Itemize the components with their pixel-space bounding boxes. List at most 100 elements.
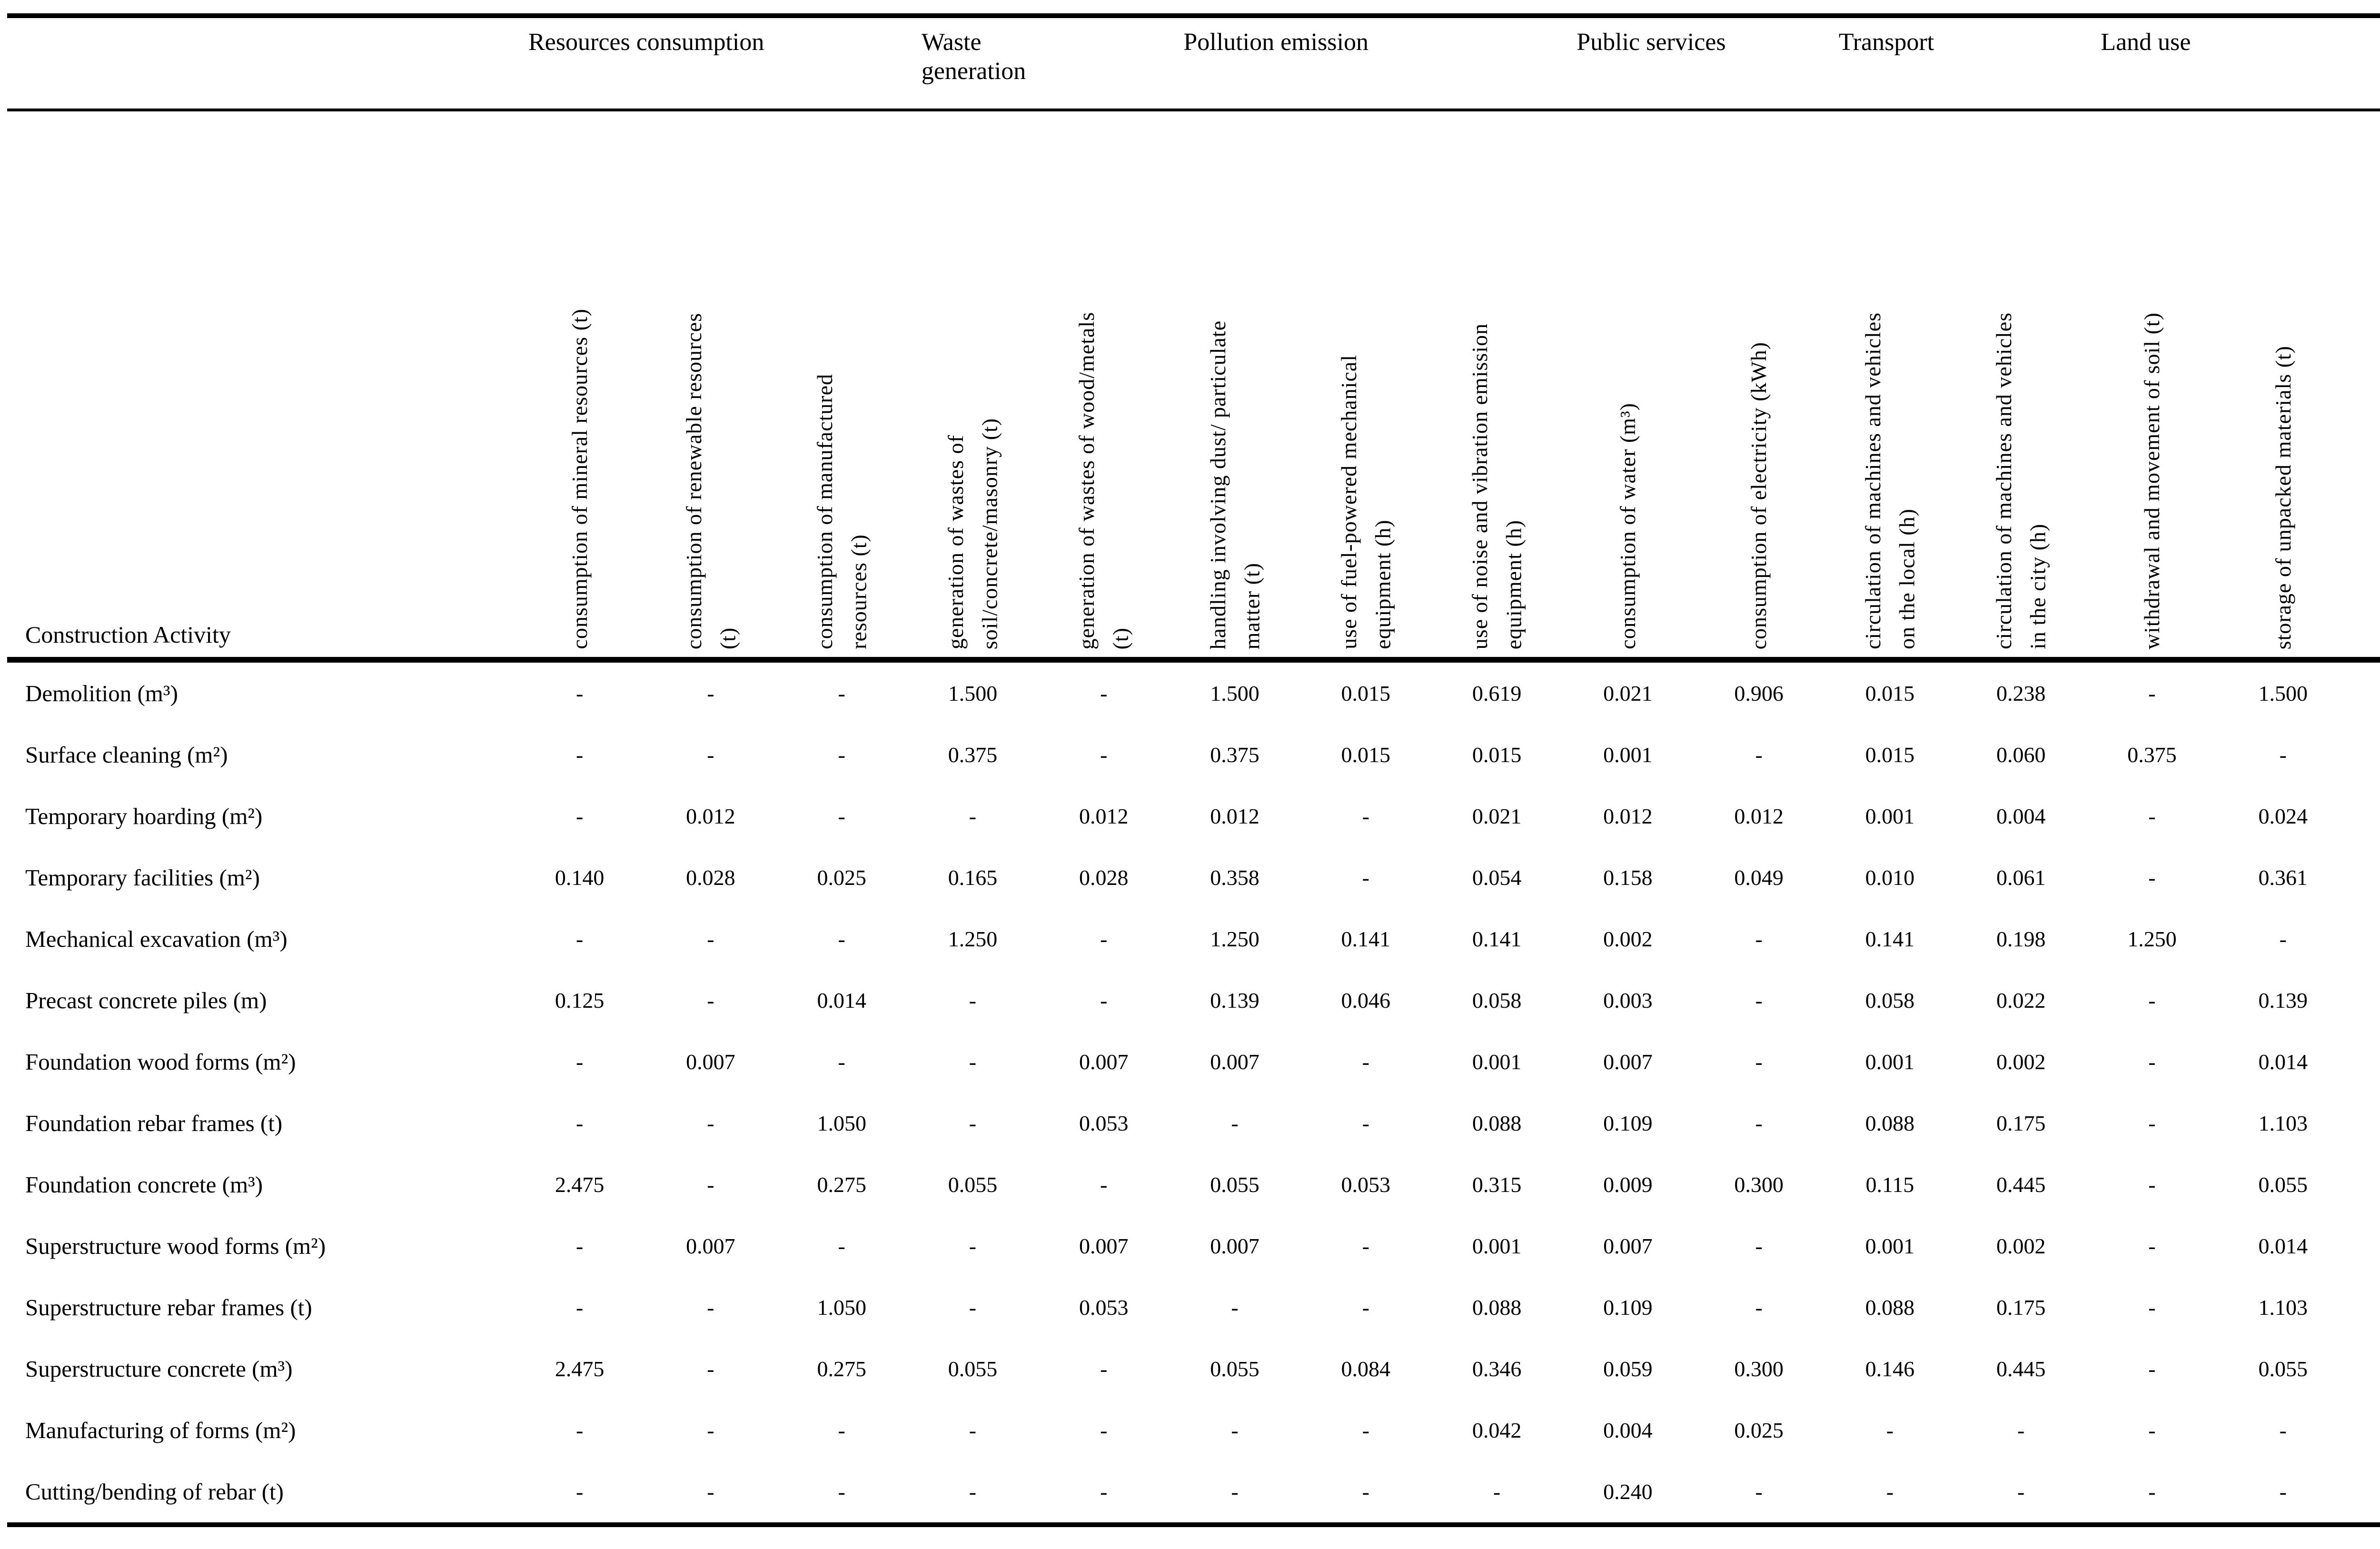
cell: - (2148, 1295, 2156, 1320)
cell: 0.028 (1079, 865, 1129, 890)
cell: - (575, 1234, 584, 1258)
column-header-rotated: use of noise and vibration emission equi… (1431, 111, 1562, 657)
column-header-text: consumption of mineral resources (t) (567, 308, 592, 649)
cell: 0.055 (948, 1357, 998, 1381)
column-header-text: circulation of machines and vehicles on … (1861, 312, 1919, 649)
cell: - (2148, 1111, 2156, 1135)
cell: 0.003 (1603, 988, 1653, 1013)
cell: - (2148, 1172, 2156, 1197)
activity-label: Precast concrete piles (m) (25, 987, 267, 1013)
cell: 1.500 (2258, 681, 2308, 705)
group-header-spacer (7, 18, 514, 109)
cell: 1.103 (2258, 1111, 2308, 1135)
cell: - (2148, 1050, 2156, 1074)
table-row: Mechanical excavation (m³) - - - 1.250 - 1.250… (7, 908, 2380, 970)
cell: 0.141 (1472, 927, 1522, 951)
cell: - (575, 1111, 584, 1135)
cell: 0.007 (1603, 1234, 1653, 1258)
cell: 0.375 (948, 743, 998, 767)
cell: 2.475 (555, 1357, 605, 1381)
table-row: Temporary facilities (m²) 0.140 0.028 0.025… (7, 847, 2380, 908)
cell: 0.115 (1865, 1172, 1914, 1197)
table-row: Manufacturing of forms (m²) - - - - - - - 0.042 0… (7, 1400, 2380, 1461)
activity-label: Superstructure wood forms (m²) (25, 1233, 326, 1259)
cell: - (2279, 927, 2287, 951)
cell: 0.002 (1996, 1050, 2046, 1074)
cell: - (969, 1479, 977, 1504)
cell: 0.028 (686, 865, 735, 890)
cell: 0.012 (1603, 804, 1653, 828)
table-row: Cutting/bending of rebar (t) - - - - - - - - 0.24… (7, 1461, 2380, 1522)
cell: 0.007 (1079, 1234, 1129, 1258)
cell: 0.046 (1341, 988, 1391, 1013)
cell: - (1755, 988, 1763, 1013)
cell: - (969, 1295, 977, 1320)
cell: - (2148, 865, 2156, 890)
cell: - (2148, 1234, 2156, 1258)
cell: 0.053 (1079, 1111, 1129, 1135)
cell: - (575, 1295, 584, 1320)
cell: - (969, 988, 977, 1013)
table-row: Demolition (m³) - - - 1.500 - 1.500 0.015 0.619 0… (7, 663, 2380, 724)
cell: - (1362, 1111, 1369, 1135)
cell: 0.165 (948, 865, 998, 890)
cell: - (969, 1111, 977, 1135)
cell: - (2349, 1338, 2380, 1400)
cell: 2.475 (555, 1172, 605, 1197)
cell: 0.084 (1341, 1357, 1391, 1381)
column-header-rotated: circulation of machines and vehicles on … (1825, 111, 1955, 657)
column-header-text: generation of wastes of soil/concrete/ma… (943, 417, 1002, 649)
table-row: Superstructure concrete (m³) 2.475 - 0.275 0… (7, 1338, 2380, 1400)
cell: 0.025 (1734, 1418, 1784, 1442)
cell: - (2148, 1479, 2156, 1504)
cell: - (2349, 970, 2380, 1031)
cell: - (1100, 681, 1108, 705)
cell: 1.050 (817, 1295, 866, 1320)
cell: 0.001 (1603, 743, 1653, 767)
cell: - (2349, 1400, 2380, 1461)
cell: 0.002 (1996, 1234, 2046, 1258)
cell: - (1755, 1295, 1763, 1320)
cell: - (2349, 1031, 2380, 1092)
table-row: Foundation concrete (m³) 2.475 - 0.275 0.055… (7, 1154, 2380, 1215)
cell: 0.906 (1734, 681, 1784, 705)
cell: 0.175 (1996, 1111, 2046, 1135)
cell: - (838, 681, 845, 705)
cell: - (1362, 804, 1369, 828)
cell: 0.025 (817, 865, 866, 890)
column-header-rotated: storage of packed materials (t) (2349, 111, 2380, 657)
activity-label: Temporary hoarding (m²) (25, 803, 263, 829)
cell: - (707, 988, 714, 1013)
cell: 0.275 (817, 1357, 866, 1381)
cell: 0.024 (2258, 804, 2308, 828)
cell: - (969, 1050, 977, 1074)
cell: - (2148, 681, 2156, 705)
cell: 0.014 (2258, 1050, 2308, 1074)
cell: 0.146 (1865, 1357, 1915, 1381)
activity-label: Manufacturing of forms (m²) (25, 1417, 296, 1443)
cell: - (1100, 988, 1108, 1013)
cell: 0.158 (1603, 865, 1653, 890)
cell: - (575, 804, 584, 828)
cell: - (2349, 663, 2380, 724)
table-row: Precast concrete piles (m) 0.125 - 0.014 - - 0… (7, 970, 2380, 1031)
table-body: Demolition (m³) - - -1.500-1.500 0.015 0.619 0… (7, 663, 2380, 1522)
cell: 0.346 (1472, 1357, 1522, 1381)
group-header-row: Resources consumption Waste generation Pol… (7, 18, 2380, 109)
cell: - (2349, 785, 2380, 847)
cell: - (1755, 1479, 1763, 1504)
cell: 0.375 (1210, 743, 1259, 767)
column-header-rotated: generation of wastes of wood/metals (t) (1038, 111, 1169, 657)
cell: - (2279, 743, 2287, 767)
cell: - (1362, 1479, 1369, 1504)
cell: 0.088 (1472, 1295, 1522, 1320)
cell: 0.175 (1996, 1295, 2046, 1320)
cell: - (838, 743, 845, 767)
header-body-divider (7, 657, 2380, 663)
cell: 0.014 (817, 988, 866, 1013)
cell: - (1100, 1418, 1108, 1442)
cell: - (969, 804, 977, 828)
cell: - (1362, 1295, 1369, 1320)
column-group-header: Waste generation (921, 29, 1026, 85)
cell: - (1100, 1172, 1108, 1197)
